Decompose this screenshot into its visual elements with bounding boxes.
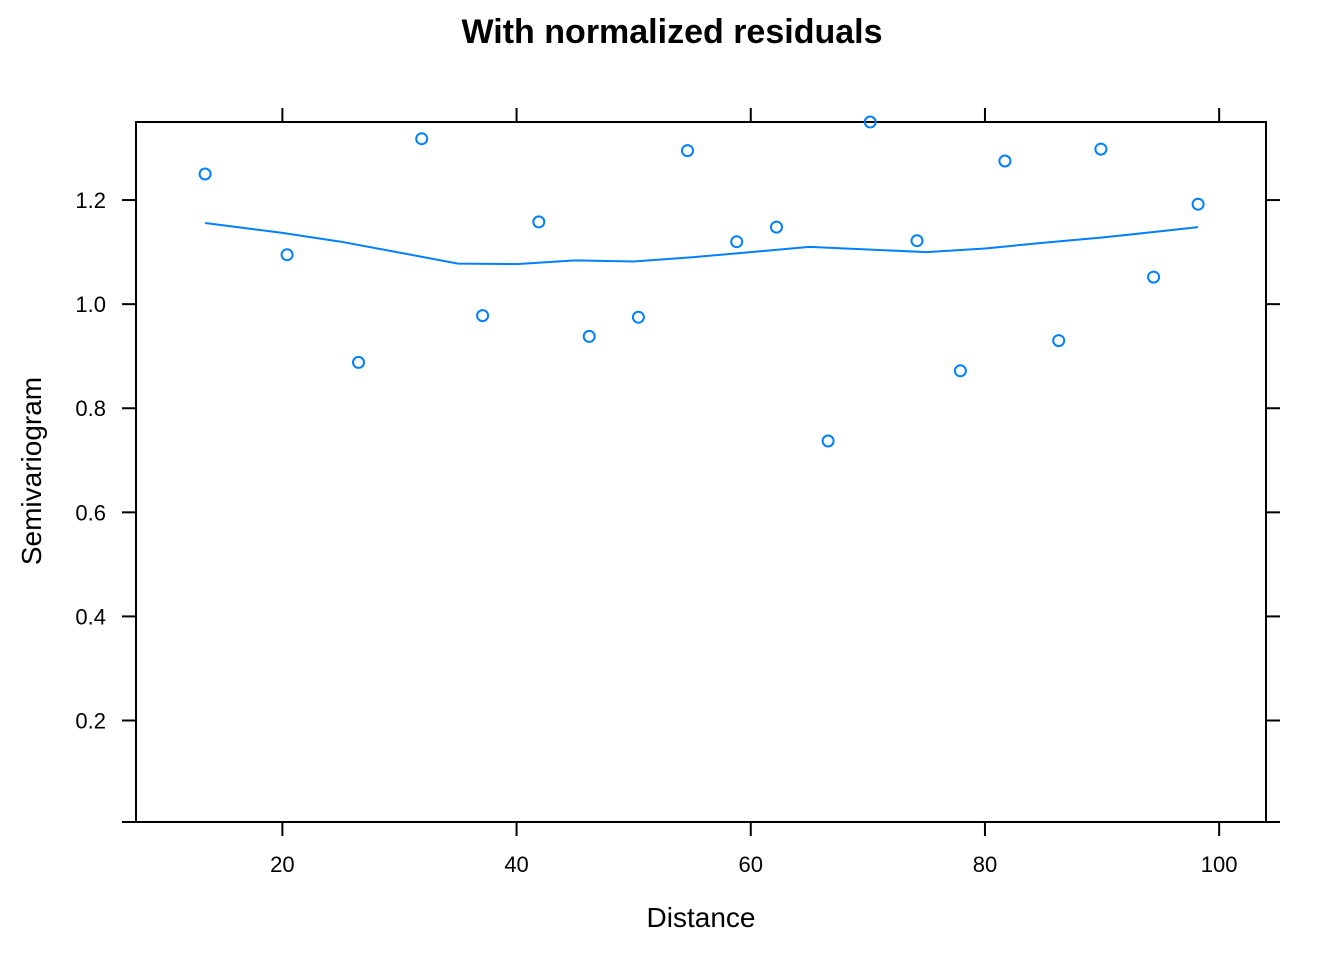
plot-area (198, 115, 1205, 448)
data-point (476, 309, 490, 323)
data-point (631, 310, 645, 324)
x-tick-label: 20 (270, 852, 294, 877)
y-axis: 0.2 0.4 0.6 0.8 1.0 1.2 (75, 188, 1280, 823)
data-point (953, 364, 967, 378)
y-tick-label: 0.2 (75, 709, 106, 734)
x-axis: 20 40 60 80 100 (270, 108, 1238, 877)
data-point (1052, 334, 1066, 348)
data-point (821, 434, 835, 448)
plot-frame (135, 121, 1267, 823)
x-tick-label: 60 (739, 852, 763, 877)
y-tick-label: 0.6 (75, 500, 106, 525)
x-tick-label: 100 (1201, 852, 1238, 877)
x-tick-label: 80 (973, 852, 997, 877)
data-point (1147, 270, 1161, 284)
y-tick-label: 1.0 (75, 292, 106, 317)
data-point (1191, 197, 1205, 211)
data-point (1094, 142, 1108, 156)
y-tick-label: 1.2 (75, 188, 106, 213)
smooth-line (204, 222, 1199, 266)
data-point (770, 220, 783, 234)
chart-title: With normalized residuals (462, 13, 883, 51)
y-tick-label: 0.4 (75, 604, 106, 629)
data-point (681, 144, 694, 158)
data-point (998, 154, 1012, 168)
data-point (582, 329, 596, 343)
x-tick-label: 40 (504, 852, 528, 877)
data-point (415, 132, 429, 146)
data-point (532, 215, 546, 229)
data-point (863, 115, 877, 129)
data-point (910, 234, 924, 248)
y-tick-label: 0.8 (75, 396, 106, 421)
data-point (352, 355, 365, 369)
data-point (730, 235, 744, 249)
data-point (198, 167, 212, 181)
x-axis-label: Distance (647, 902, 756, 933)
data-point (280, 248, 294, 262)
y-axis-label: Semivariogram (16, 377, 47, 565)
